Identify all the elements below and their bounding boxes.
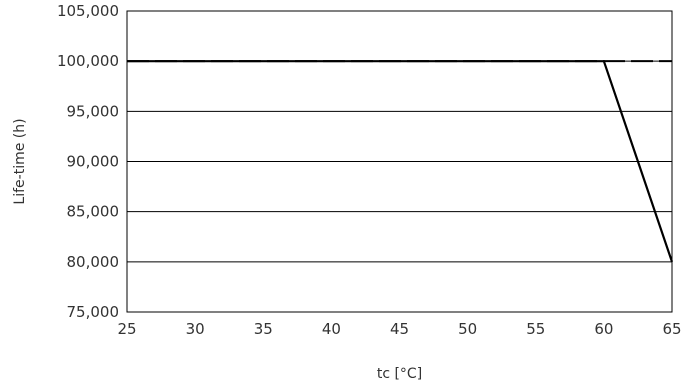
x-tick-label-5: 50 <box>458 320 477 338</box>
x-tick-label-4: 45 <box>390 320 409 338</box>
x-tick-label-7: 60 <box>594 320 613 338</box>
y-tick-labels: 75,000 80,000 85,000 90,000 95,000 100,000 105… <box>57 2 119 321</box>
series-group <box>127 60 674 263</box>
y-tick-label-3: 90,000 <box>67 153 120 171</box>
y-axis-label: Life-time (h) <box>12 118 28 204</box>
y-tick-label-6: 105,000 <box>57 2 119 20</box>
x-tick-label-0: 25 <box>117 320 136 338</box>
x-tick-label-6: 55 <box>526 320 545 338</box>
y-tick-label-5: 100,000 <box>57 52 119 70</box>
x-tick-label-8: 65 <box>662 320 681 338</box>
x-axis-label: tc [°C] <box>377 366 422 382</box>
x-tick-labels: 25 30 35 40 45 50 55 60 65 <box>117 320 681 338</box>
y-tick-label-2: 85,000 <box>67 203 120 221</box>
x-tick-label-3: 40 <box>322 320 341 338</box>
y-tick-label-4: 95,000 <box>67 102 120 120</box>
grid-lines <box>127 10 672 313</box>
plot-area-frame <box>126 10 673 313</box>
x-tick-label-2: 35 <box>254 320 273 338</box>
y-tick-label-0: 75,000 <box>67 303 120 321</box>
y-tick-label-1: 80,000 <box>67 253 120 271</box>
x-tick-label-1: 30 <box>186 320 205 338</box>
